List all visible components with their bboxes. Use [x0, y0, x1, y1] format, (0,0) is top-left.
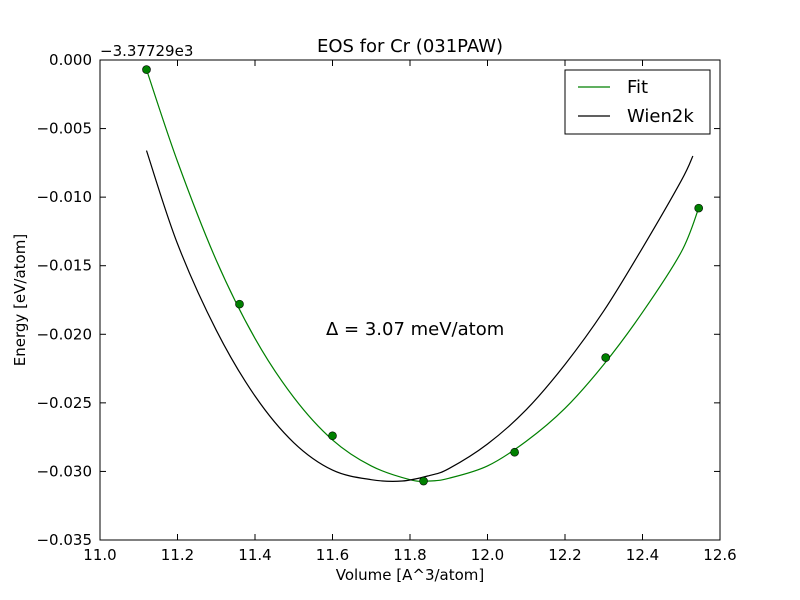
legend: Fit Wien2k [564, 69, 711, 135]
x-tick-label: 12.4 [626, 546, 659, 564]
y-tick-label: −0.035 [36, 531, 92, 549]
x-tick-label: 11.2 [161, 546, 194, 564]
data-point [419, 476, 428, 486]
y-tick-label: 0.000 [49, 51, 92, 69]
x-tick-label: 12.0 [471, 546, 504, 564]
delta-annotation: Δ = 3.07 meV/atom [326, 319, 504, 340]
x-tick-label: 11.0 [83, 546, 116, 564]
data-point [142, 65, 151, 74]
y-offset-label: −3.37729e3 [100, 42, 193, 60]
points-layer [142, 65, 703, 486]
y-axis-label: Energy [eV/atom] [11, 234, 29, 366]
legend-label-wien2k: Wien2k [627, 106, 694, 127]
y-tick-label: −0.025 [36, 394, 92, 412]
data-point [694, 203, 703, 213]
y-tick-label: −0.010 [36, 188, 92, 206]
x-tick-label: 12.6 [703, 546, 736, 564]
x-tick-label: 12.2 [548, 546, 581, 564]
data-point [328, 431, 337, 441]
series-line-wien2k [145, 150, 694, 482]
x-axis-label: Volume [A^3/atom] [336, 566, 485, 584]
y-tick-label: −0.015 [36, 257, 92, 275]
x-tick-label: 11.8 [393, 546, 426, 564]
data-point [235, 299, 244, 309]
ticks-layer: 11.0 11.2 11.4 11.6 11.8 12.0 12.2 12.4 12.6 0.00… [36, 51, 736, 564]
x-tick-label: 11.4 [238, 546, 271, 564]
x-tick-label: 11.6 [316, 546, 349, 564]
legend-label-fit: Fit [627, 77, 648, 98]
legend-box [564, 69, 711, 135]
y-tick-label: −0.020 [36, 325, 92, 343]
chart-title: EOS for Cr (031PAW) [317, 36, 503, 57]
y-tick-label: −0.005 [36, 120, 92, 138]
y-tick-label: −0.030 [36, 462, 92, 480]
data-point [510, 447, 519, 457]
data-point [601, 353, 610, 362]
